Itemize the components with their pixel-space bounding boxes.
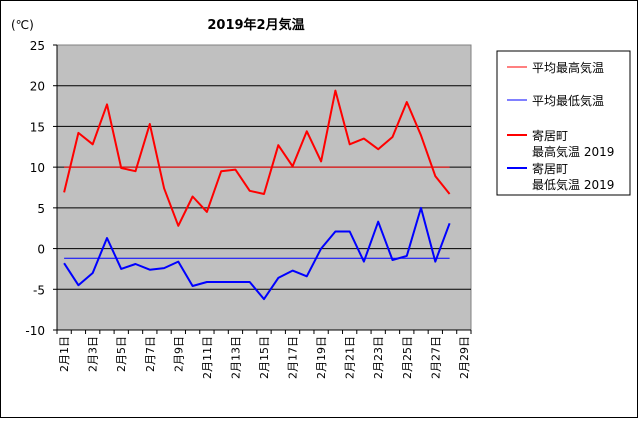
x-tick-label: 2月29日 <box>458 336 471 379</box>
legend-label: 平均最高気温 <box>532 60 604 75</box>
x-tick-label: 2月1日 <box>58 336 71 372</box>
series-lines <box>63 89 451 301</box>
y-tick-label: 25 <box>30 39 45 53</box>
y-tick-label: 10 <box>30 161 45 175</box>
series-line <box>63 89 451 227</box>
x-tick-label: 2月5日 <box>115 336 128 372</box>
chart-title: 2019年2月気温 <box>207 17 304 33</box>
legend-label: 平均最低気温 <box>532 93 604 108</box>
x-tick-label: 2月27日 <box>429 336 442 379</box>
y-tick-label: 0 <box>37 243 45 257</box>
y-unit-label: (℃) <box>11 18 34 32</box>
y-tick-label: 15 <box>30 120 45 134</box>
x-tick-label: 2月21日 <box>344 336 357 379</box>
x-tick-label: 2月9日 <box>172 336 185 372</box>
legend-label: 最低気温 2019 <box>532 177 614 192</box>
legend-label: 寄居町 <box>532 161 568 176</box>
x-tick-label: 2月13日 <box>229 336 242 379</box>
y-tick-label: 5 <box>37 202 45 216</box>
y-tick-label: 20 <box>30 80 45 94</box>
series-line <box>63 206 451 301</box>
x-axis: 2月1日 2月3日 2月5日 2月7日 2月9日 2月11日 2月13日 2月15日 2月17日… <box>56 329 472 379</box>
x-tick-label: 2月25日 <box>401 336 414 379</box>
legend-label: 寄居町 <box>532 128 568 143</box>
plot-area <box>56 44 472 331</box>
y-tick-label: -5 <box>33 283 45 297</box>
x-tick-label: 2月17日 <box>287 336 300 379</box>
x-tick-label: 2月7日 <box>144 336 157 372</box>
x-tick-label: 2月15日 <box>258 336 271 379</box>
x-tick-label: 2月11日 <box>201 336 214 379</box>
x-tick-label: 2月3日 <box>87 336 100 372</box>
x-tick-label: 2月23日 <box>372 336 385 379</box>
legend-label: 最高気温 2019 <box>532 144 614 159</box>
legend-box <box>496 50 631 196</box>
y-tick-label: -10 <box>25 324 45 338</box>
x-tick-label: 2月19日 <box>315 336 328 379</box>
y-axis: -10 -5 0 5 10 15 20 25 <box>25 39 58 338</box>
